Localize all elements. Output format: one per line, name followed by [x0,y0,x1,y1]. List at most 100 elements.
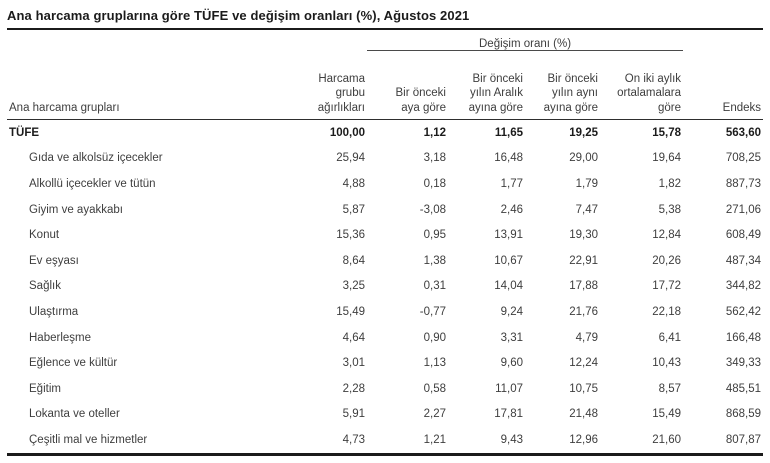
cell-group-weight: 25,94 [336,152,365,165]
row-label: Ev eşyası [29,254,79,267]
row-label: Gıda ve alkolsüz içecekler [29,152,163,165]
cell-vs-same-month-prev-year: 12,24 [569,357,598,370]
cell-group-weight: 15,36 [336,229,365,242]
cell-twelve-month-average: 22,18 [652,305,682,318]
cell-group-weight: 8,64 [342,254,365,267]
cell-index: 271,06 [725,203,762,216]
cell-vs-previous-december: 17,81 [494,408,523,421]
row-label: Ulaştırma [29,305,79,318]
cell-twelve-month-average: 8,57 [658,382,682,395]
table-row: Lokanta ve oteller 5,91 2,27 17,81 21,48… [7,402,763,428]
cell-twelve-month-average: 5,38 [658,203,682,216]
cell-vs-previous-december: 2,46 [500,203,523,216]
cell-vs-previous-month: 1,12 [423,126,446,139]
cell-vs-previous-december: 1,77 [500,177,523,190]
cell-vs-same-month-prev-year: 29,00 [569,152,598,165]
table-row: TÜFE 100,00 1,12 11,65 19,25 15,78 563,6… [7,120,763,146]
cell-index: 344,82 [725,280,762,293]
cell-index: 708,25 [725,152,762,165]
cell-vs-previous-december: 9,24 [500,305,523,318]
cell-twelve-month-average: 6,41 [658,331,682,344]
cell-index: 562,42 [725,305,762,318]
cell-index: 807,87 [725,433,762,446]
cell-group-weight: 2,28 [342,382,365,395]
row-label: Eğitim [29,382,61,395]
cell-vs-previous-month: 1,38 [423,254,446,267]
cell-twelve-month-average: 10,43 [652,357,682,370]
row-label: Konut [29,229,60,242]
col-header-group-weights: Harcama grubu ağırlıkları [287,50,367,120]
spanner-spacer-left [7,30,367,51]
cell-vs-same-month-prev-year: 17,88 [569,280,598,293]
cell-group-weight: 5,91 [342,408,365,421]
cell-group-weight: 5,87 [342,203,365,216]
table-row: Haberleşme 4,64 0,90 3,31 4,79 6,41 166,… [7,325,763,351]
tufe-table: Değişim oranı (%) Ana harcama grupları H… [7,30,764,456]
row-label: TÜFE [9,126,40,139]
cell-vs-same-month-prev-year: 22,91 [569,254,598,267]
col-header-vs-previous-december: Bir önceki yılın Aralık ayına göre [448,50,525,120]
table-row: Sağlık 3,25 0,31 14,04 17,88 17,72 344,8… [7,274,763,300]
table-row: Ev eşyası 8,64 1,38 10,67 22,91 20,26 48… [7,248,763,274]
cell-twelve-month-average: 17,72 [652,280,682,293]
cell-index: 563,60 [725,126,762,139]
column-header-row: Ana harcama grupları Harcama grubu ağırl… [7,50,764,120]
cell-vs-previous-month: 1,13 [423,357,446,370]
cell-vs-previous-december: 9,60 [500,357,523,370]
cell-twelve-month-average: 21,60 [652,433,682,446]
cell-twelve-month-average: 15,49 [652,408,682,421]
cell-group-weight: 3,25 [342,280,365,293]
page-title: Ana harcama gruplarına göre TÜFE ve deği… [7,6,763,30]
cell-twelve-month-average: 1,82 [658,177,682,190]
cell-vs-same-month-prev-year: 10,75 [569,382,598,395]
cell-vs-previous-december: 11,07 [495,382,523,395]
cell-vs-previous-month: 0,31 [423,280,446,293]
cell-vs-previous-month: 0,18 [423,177,446,190]
cell-vs-previous-december: 13,91 [494,229,523,242]
table-row: Gıda ve alkolsüz içecekler 25,94 3,18 16… [7,146,763,172]
cell-vs-previous-month: 0,95 [423,229,446,242]
cell-vs-previous-december: 16,48 [494,152,523,165]
cell-vs-same-month-prev-year: 19,30 [569,229,598,242]
table-row: Giyim ve ayakkabı 5,87 -3,08 2,46 7,47 5… [7,197,763,223]
col-header-twelve-month-average: On iki aylık ortalamalara göre [600,50,684,120]
cell-group-weight: 15,49 [336,305,365,318]
cell-index: 608,49 [725,229,762,242]
row-label: Lokanta ve oteller [29,408,120,421]
row-label: Haberleşme [29,331,91,344]
cell-vs-previous-december: 3,31 [500,331,523,344]
column-group-row: Değişim oranı (%) [7,30,763,51]
cell-vs-previous-month: 0,90 [423,331,446,344]
cell-index: 887,73 [725,177,762,190]
col-header-index: Endeks [683,50,764,120]
cell-group-weight: 4,73 [342,433,365,446]
cell-vs-previous-month: 2,27 [423,408,446,421]
table-row: Eğitim 2,28 0,58 11,07 10,75 8,57 485,51 [7,376,763,402]
table-row: Konut 15,36 0,95 13,91 19,30 12,84 608,4… [7,222,763,248]
cell-vs-previous-month: -3,08 [419,203,446,216]
row-label: Eğlence ve kültür [29,357,118,370]
cell-index: 166,48 [725,331,762,344]
cell-vs-previous-month: 3,18 [423,152,446,165]
cell-group-weight: 100,00 [329,126,365,139]
table-body: TÜFE 100,00 1,12 11,65 19,25 15,78 563,6… [7,120,763,455]
cell-vs-same-month-prev-year: 4,79 [575,331,598,344]
change-rate-group-header: Değişim oranı (%) [367,30,684,51]
cell-vs-previous-december: 11,65 [494,126,523,139]
table-row: Alkollü içecekler ve tütün 4,88 0,18 1,7… [7,171,763,197]
table-row: Ulaştırma 15,49 -0,77 9,24 21,76 22,18 5… [7,299,763,325]
cell-group-weight: 3,01 [342,357,365,370]
cell-vs-same-month-prev-year: 21,76 [569,305,598,318]
cell-vs-same-month-prev-year: 7,47 [575,203,598,216]
col-header-vs-same-month-previous-year: Bir önceki yılın aynı ayına göre [525,50,600,120]
col-header-main-groups: Ana harcama grupları [7,50,287,120]
cell-vs-previous-month: -0,77 [419,305,446,318]
cell-vs-previous-december: 10,67 [494,254,523,267]
cell-index: 485,51 [725,382,762,395]
col-header-vs-previous-month: Bir önceki aya göre [367,50,448,120]
cell-twelve-month-average: 12,84 [652,229,682,242]
cell-index: 487,34 [725,254,762,267]
cell-vs-same-month-prev-year: 1,79 [575,177,598,190]
cell-vs-previous-month: 0,58 [423,382,446,395]
